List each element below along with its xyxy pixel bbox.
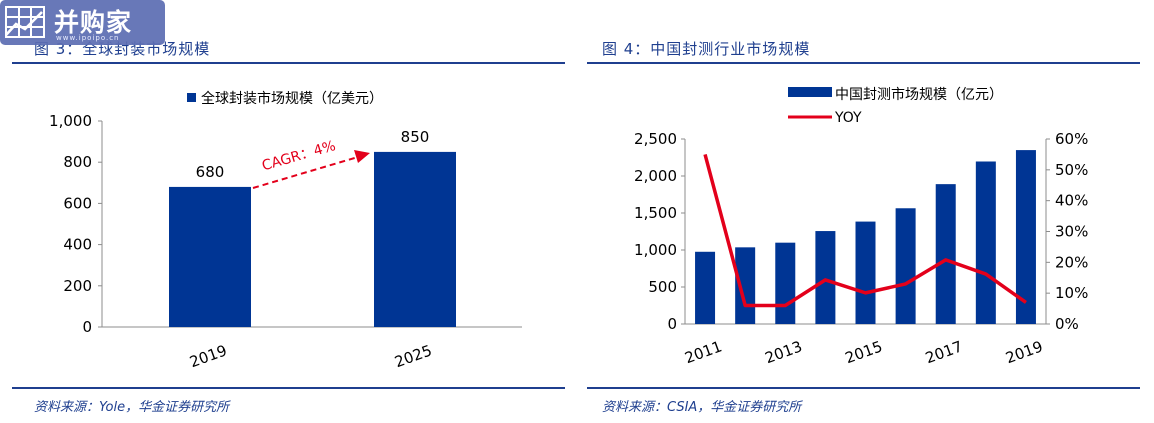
left-y-tick-label: 400 — [63, 236, 92, 254]
right-x-tick-label: 2015 — [843, 337, 885, 367]
chart-logo-icon — [5, 6, 45, 38]
right-bar — [935, 184, 956, 324]
left-bottom-rule — [12, 387, 565, 389]
left-y-tick-label: 0 — [82, 318, 92, 336]
right-x-tick-label: 2011 — [682, 337, 724, 367]
right-y-tick-label: 0 — [667, 315, 677, 333]
left-figure-panel: 图 3：全球封装市场规模 0 200 400 600 800 1,000 680 2019 85… — [12, 40, 565, 415]
right-figure-panel: 图 4：中国封测行业市场规模 0 500 1,000 1,500 2,000 2,500 0… — [577, 0, 1154, 423]
right-bar — [895, 208, 916, 324]
right-y-tick-label: 2,000 — [634, 167, 677, 185]
right-x-tick-label: 2019 — [1003, 337, 1045, 367]
right-figure-caption: 图 4：中国封测行业市场规模 — [602, 40, 811, 58]
right-y-tick-label: 500 — [648, 278, 677, 296]
right-x-tick-label: 2017 — [923, 337, 965, 367]
right-top-rule — [587, 62, 1140, 64]
left-data-label: 850 — [401, 128, 430, 146]
cagr-arrow-head — [354, 150, 370, 163]
right-source-note: 资料来源：CSIA，华金证券研究所 — [602, 400, 802, 415]
left-y-tick-label: 600 — [63, 194, 92, 212]
watermark-url: www.ipoipo.cn — [56, 34, 120, 42]
right-y-tick-label: 1,500 — [634, 204, 677, 222]
right-y2-tick-label: 20% — [1055, 253, 1088, 271]
left-source-note: 资料来源：Yole，华金证券研究所 — [34, 400, 230, 415]
right-bar — [815, 231, 836, 324]
right-bar — [855, 221, 876, 324]
cagr-arrow-line — [252, 156, 359, 189]
right-y-tick-label: 2,500 — [634, 130, 677, 148]
right-y2-tick-label: 60% — [1055, 130, 1088, 148]
right-legend-bar-label: 中国封测市场规模（亿元） — [835, 86, 1003, 103]
right-y2-tick-label: 30% — [1055, 223, 1088, 241]
right-bar — [975, 161, 996, 324]
cagr-annotation: CAGR：4% — [260, 138, 337, 174]
right-bar — [1015, 150, 1036, 324]
right-combo-chart: 0 500 1,000 1,500 2,000 2,500 0% 10% 20% 30% 40% 50… — [634, 86, 1088, 367]
left-data-label: 680 — [196, 163, 225, 181]
right-legend-line-label: YOY — [834, 110, 862, 126]
right-bottom-rule — [587, 387, 1140, 389]
left-x-tick-label: 2025 — [392, 341, 434, 371]
right-y2-tick-label: 40% — [1055, 192, 1088, 210]
right-x-tick-label: 2013 — [763, 337, 805, 367]
watermark-logo: 并购家 www.ipoipo.cn — [0, 0, 165, 45]
right-y2-tick-label: 10% — [1055, 284, 1088, 302]
watermark-brand: 并购家 — [54, 8, 133, 37]
left-x-tick-label: 2019 — [187, 341, 229, 371]
left-y-tick-label: 1,000 — [49, 112, 92, 130]
left-y-tick-label: 200 — [63, 277, 92, 295]
right-bar — [695, 251, 716, 324]
left-top-rule — [12, 62, 565, 64]
yoy-line — [703, 153, 1027, 308]
right-legend-bar-swatch — [788, 87, 832, 97]
left-bar — [374, 151, 456, 327]
left-legend-swatch — [187, 93, 196, 102]
left-bar — [169, 186, 251, 327]
right-y2-tick-label: 0% — [1055, 315, 1079, 333]
left-y-tick-label: 800 — [63, 153, 92, 171]
right-y-tick-label: 1,000 — [634, 241, 677, 259]
right-y2-tick-label: 50% — [1055, 161, 1088, 179]
left-legend-label: 全球封装市场规模（亿美元） — [201, 90, 383, 107]
left-bar-chart: 0 200 400 600 800 1,000 680 2019 850 2025 全球封装市场规模… — [49, 90, 522, 371]
right-bar — [775, 242, 796, 324]
